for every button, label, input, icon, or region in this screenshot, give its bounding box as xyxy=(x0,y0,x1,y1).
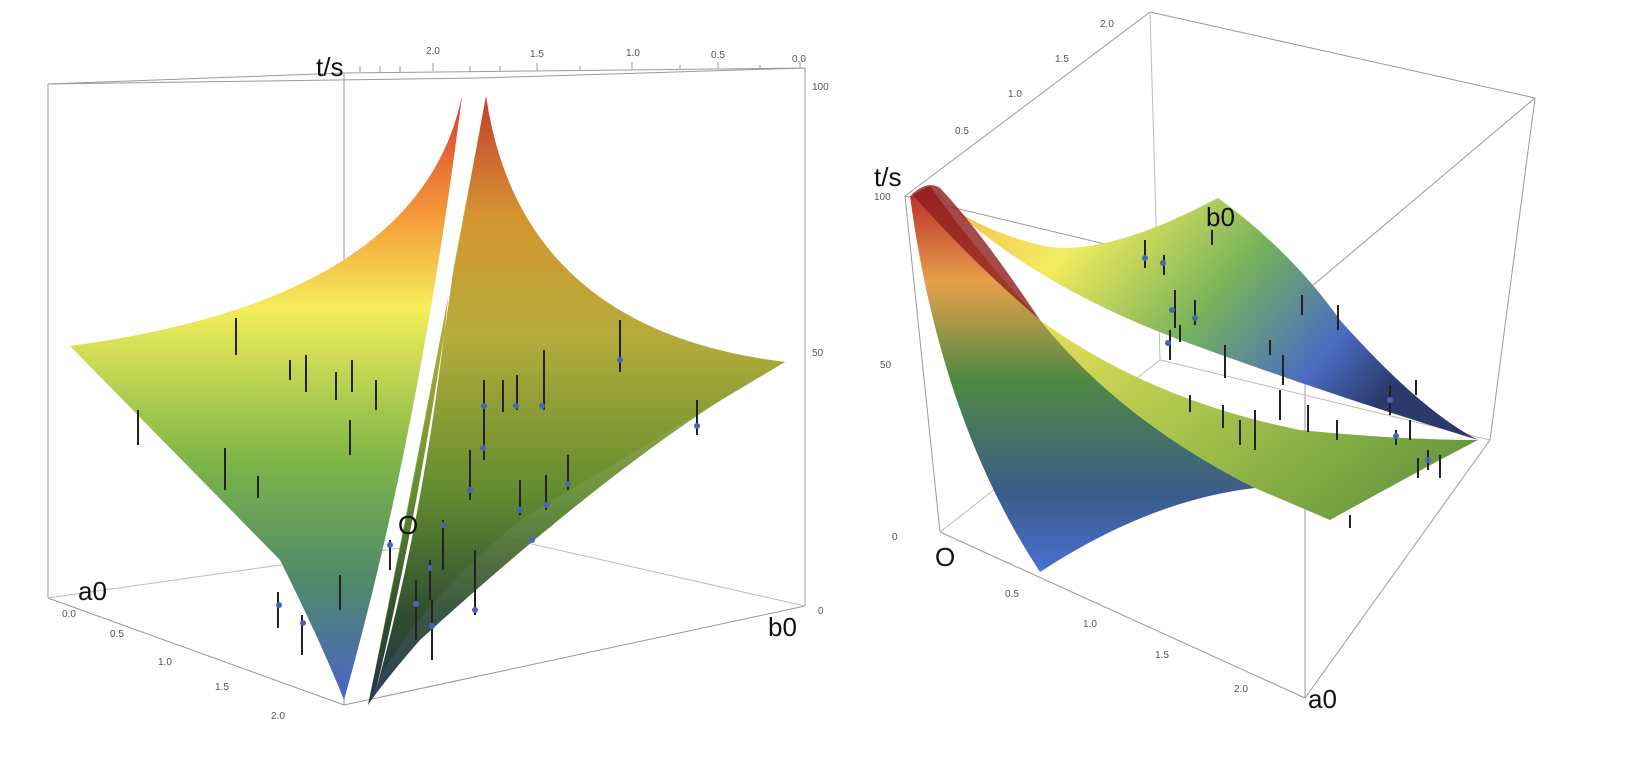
right-b0-tick: 0.5 xyxy=(955,126,969,137)
left-gap xyxy=(376,100,474,690)
left-b0-tick: 1.0 xyxy=(626,48,640,59)
right-t-tick: 50 xyxy=(880,360,892,371)
left-a0-tick: 2.0 xyxy=(271,711,285,722)
right-top-face xyxy=(930,186,1478,440)
left-b0-tick: 0.5 xyxy=(711,50,725,61)
right-b0-tick: 1.5 xyxy=(1055,54,1069,65)
right-data-points xyxy=(1142,230,1441,528)
right-a0-tick: 2.0 xyxy=(1234,684,1248,695)
right-t-tick: 0 xyxy=(892,532,898,543)
left-t-axis-label: t/s xyxy=(316,52,343,82)
left-a0-tick: 0.0 xyxy=(62,609,76,620)
left-front-face xyxy=(70,96,462,700)
left-t-tick: 0 xyxy=(818,606,824,617)
right-a0-tick: 0.5 xyxy=(1005,589,1019,600)
right-tick-labels: 2.0 1.5 1.0 0.5 100 50 0 0.5 1.0 1.5 2.0 xyxy=(874,19,1248,695)
left-right-face xyxy=(368,96,785,705)
right-surface xyxy=(910,185,1478,572)
left-a0-axis-label: a0 xyxy=(78,576,107,606)
left-a0-tick: 1.0 xyxy=(158,657,172,668)
right-a0-tick: 1.0 xyxy=(1083,619,1097,630)
right-b0-tick: 2.0 xyxy=(1100,19,1114,30)
right-peak-tip xyxy=(912,185,1040,320)
left-b0-tick: 0.0 xyxy=(792,54,806,65)
left-tick-labels: 2.0 1.5 1.0 0.5 0.0 100 50 0 0.0 0.5 1.0… xyxy=(62,46,829,722)
right-a0-axis-label: a0 xyxy=(1308,684,1337,714)
left-data-points xyxy=(137,318,700,660)
left-t-tick: 50 xyxy=(812,348,824,359)
right-lower-face xyxy=(1040,320,1478,520)
left-t-tick: 100 xyxy=(812,82,829,93)
right-origin-label: O xyxy=(935,542,955,572)
right-a0-tick: 1.5 xyxy=(1155,650,1169,661)
right-chart: 2.0 1.5 1.0 0.5 100 50 0 0.5 1.0 1.5 2.0… xyxy=(874,11,1536,714)
left-origin-label: O xyxy=(398,510,418,540)
right-t-tick: 100 xyxy=(874,192,891,203)
left-chart: 2.0 1.5 1.0 0.5 0.0 100 50 0 0.0 0.5 1.0… xyxy=(47,46,829,722)
left-top-ticks xyxy=(359,62,801,72)
right-t-axis-label: t/s xyxy=(874,162,901,192)
left-a0-tick: 1.5 xyxy=(215,682,229,693)
right-b0-tick: 1.0 xyxy=(1008,89,1022,100)
left-b0-tick: 1.5 xyxy=(530,49,544,60)
left-a0-tick: 0.5 xyxy=(110,629,124,640)
left-b0-tick: 2.0 xyxy=(426,46,440,57)
left-surface xyxy=(70,96,785,705)
right-front-face xyxy=(910,186,1255,572)
right-b0-axis-label: b0 xyxy=(1206,202,1235,232)
left-b0-axis-label: b0 xyxy=(768,612,797,642)
